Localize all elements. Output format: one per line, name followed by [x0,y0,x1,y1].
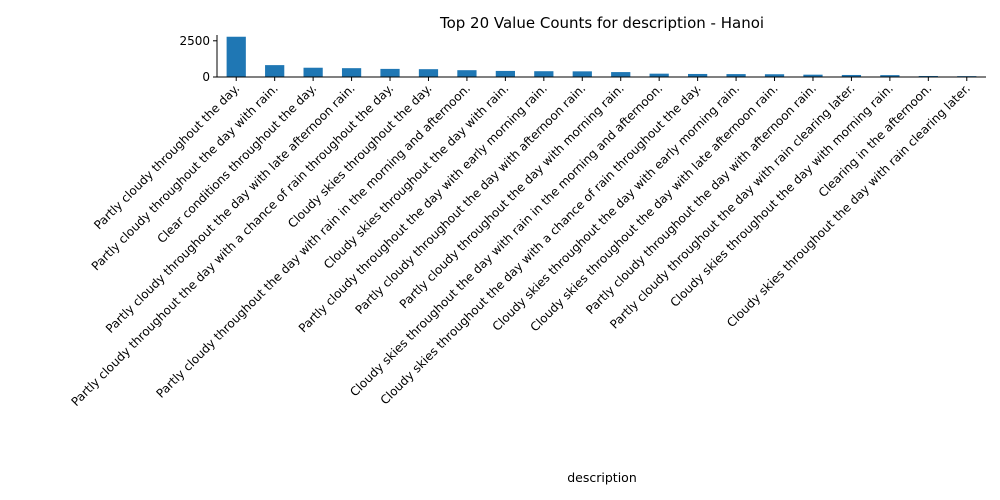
y-tick-label-1: 0 [202,70,210,84]
bar-12 [649,73,669,77]
bar-13 [688,73,708,77]
chart-title: Top 20 Value Counts for description - Ha… [439,14,764,32]
x-tick-label-4: Partly cloudy throughout the day with la… [103,81,358,336]
x-tick-label-15: Cloudy skies throughout the day with lat… [528,81,781,334]
y-axis: 0 2500 [179,34,217,84]
bar-10 [572,71,592,77]
bar-1 [226,36,246,77]
bar-9 [534,71,554,77]
bar-3 [303,67,323,77]
bar-19 [918,75,938,77]
x-tick-label-9: Partly cloudy throughout the day with ea… [296,81,550,335]
x-axis-label: description [567,470,637,485]
bar-4 [341,68,362,77]
bar-16 [803,74,823,77]
bars-group [226,36,977,77]
x-tick-label-14: Cloudy skies throughout the day with ear… [490,81,743,334]
bar-2 [265,65,285,77]
x-axis: Partly cloudy throughout the day.Partly … [68,77,973,409]
bar-17 [841,74,862,77]
bar-18 [880,75,900,77]
bar-6 [418,69,439,77]
bar-11 [611,72,631,77]
bar-5 [380,68,400,77]
bar-14 [726,74,746,77]
y-tick-label-2: 2500 [179,34,210,48]
bar-8 [495,70,515,77]
bar-15 [764,74,785,77]
bar-7 [457,70,477,77]
